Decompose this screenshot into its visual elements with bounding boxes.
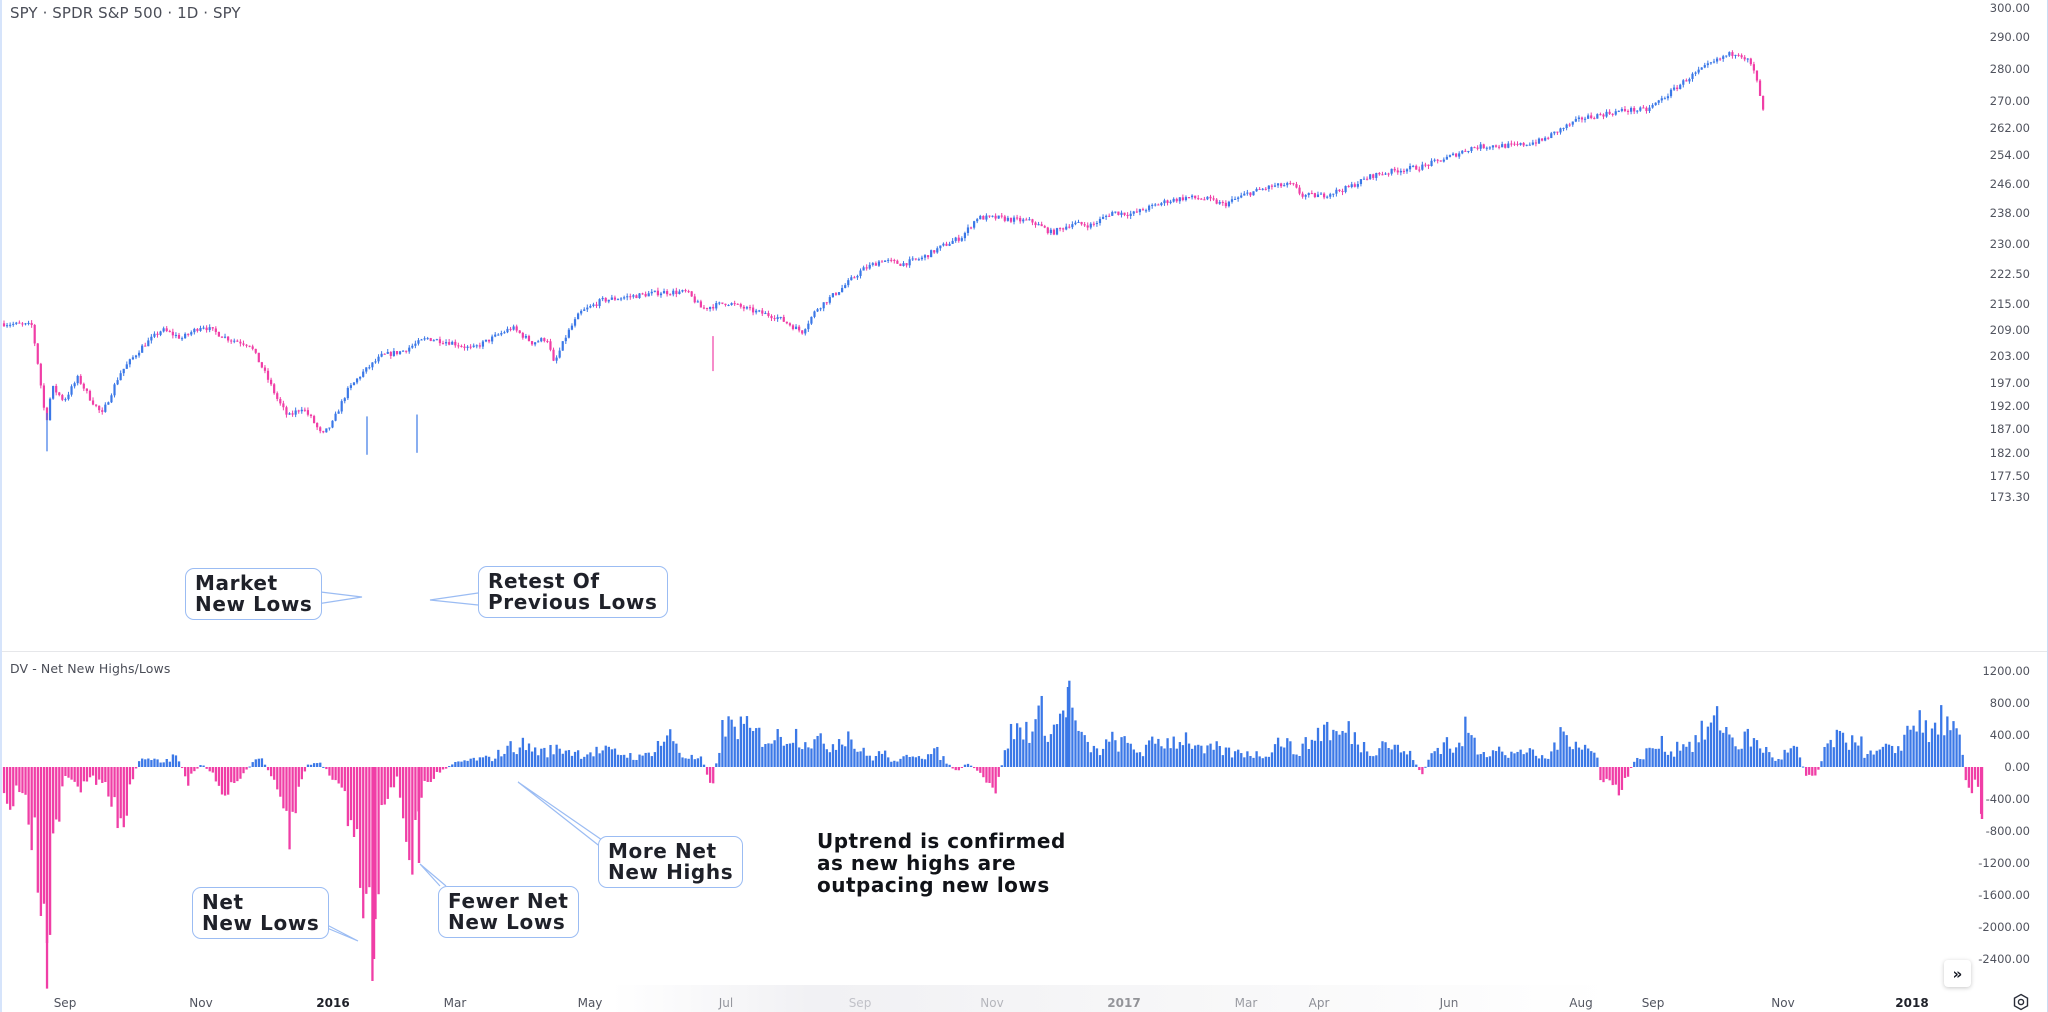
time-tick-label: 2016	[316, 996, 350, 1010]
time-tick-label: Mar	[443, 996, 467, 1010]
price-tick-label: 254.00	[1989, 148, 2030, 162]
price-tick-label: 238.00	[1989, 206, 2030, 220]
indicator-tick-label: -2400.00	[1978, 952, 2030, 966]
time-tick-label: May	[577, 996, 603, 1010]
callout-retest-previous-lows: Retest Of Previous Lows	[478, 566, 668, 618]
indicator-tick-label: 0.00	[2004, 760, 2030, 774]
price-tick-label: 280.00	[1989, 62, 2030, 76]
price-tick-label: 215.00	[1989, 297, 2030, 311]
callout-market-new-lows: Market New Lows	[185, 568, 323, 620]
indicator-tick-label: 800.00	[1989, 696, 2030, 710]
price-tick-label: 192.00	[1989, 399, 2030, 413]
callout-fewer-net-new-lows: Fewer Net New Lows	[438, 886, 579, 938]
callout-more-net-new-highs: More Net New Highs	[598, 836, 744, 888]
price-tick-label: 203.00	[1989, 349, 2030, 363]
time-tick-label: Sep	[53, 996, 77, 1010]
indicator-tick-label: -800.00	[1985, 824, 2030, 838]
indicator-tick-label: 400.00	[1989, 728, 2030, 742]
time-tick-label: Nov	[1771, 996, 1795, 1010]
price-tick-label: 173.30	[1989, 490, 2030, 504]
indicator-tick-label: 1200.00	[1982, 664, 2030, 678]
price-tick-label: 290.00	[1989, 30, 2030, 44]
indicator-tick-label: -1600.00	[1978, 888, 2030, 902]
candlestick-series	[2, 50, 1765, 455]
price-tick-label: 209.00	[1989, 323, 2030, 337]
price-tick-label: 270.00	[1989, 94, 2030, 108]
price-tick-label: 177.50	[1989, 469, 2030, 483]
net-highs-lows-histogram	[2, 680, 1984, 989]
indicator-tick-label: -400.00	[1985, 792, 2030, 806]
gear-icon[interactable]	[2012, 993, 2030, 1011]
time-tick-label: 2018	[1895, 996, 1929, 1010]
price-tick-label: 246.00	[1989, 177, 2030, 191]
price-tick-label: 197.00	[1989, 376, 2030, 390]
pane-separator[interactable]	[2, 651, 2047, 652]
price-tick-label: 187.00	[1989, 422, 2030, 436]
price-tick-label: 222.50	[1989, 267, 2030, 281]
time-axis-shade	[612, 985, 1612, 1012]
callout-pointer	[517, 781, 603, 849]
callout-pointer	[303, 589, 363, 607]
double-chevron-right-icon: »	[1952, 964, 1963, 983]
uptrend-note: Uptrend is confirmed as new highs are ou…	[817, 829, 1066, 897]
price-tick-label: 230.00	[1989, 237, 2030, 251]
indicator-tick-label: -2000.00	[1978, 920, 2030, 934]
scroll-to-realtime-button[interactable]: »	[1944, 960, 1971, 987]
indicator-tick-label: -1200.00	[1978, 856, 2030, 870]
price-tick-label: 262.00	[1989, 121, 2030, 135]
callout-pointer	[419, 863, 447, 887]
price-tick-label: 182.00	[1989, 446, 2030, 460]
callout-net-new-lows: Net New Lows	[192, 887, 330, 939]
price-tick-label: 300.00	[1989, 1, 2030, 15]
time-tick-label: Sep	[1641, 996, 1665, 1010]
time-tick-label: Nov	[189, 996, 213, 1010]
indicator-pane-title: DV - Net New Highs/Lows	[10, 661, 171, 676]
price-pane-title: SPY · SPDR S&P 500 · 1D · SPY	[10, 4, 241, 22]
callout-pointer	[429, 592, 479, 606]
